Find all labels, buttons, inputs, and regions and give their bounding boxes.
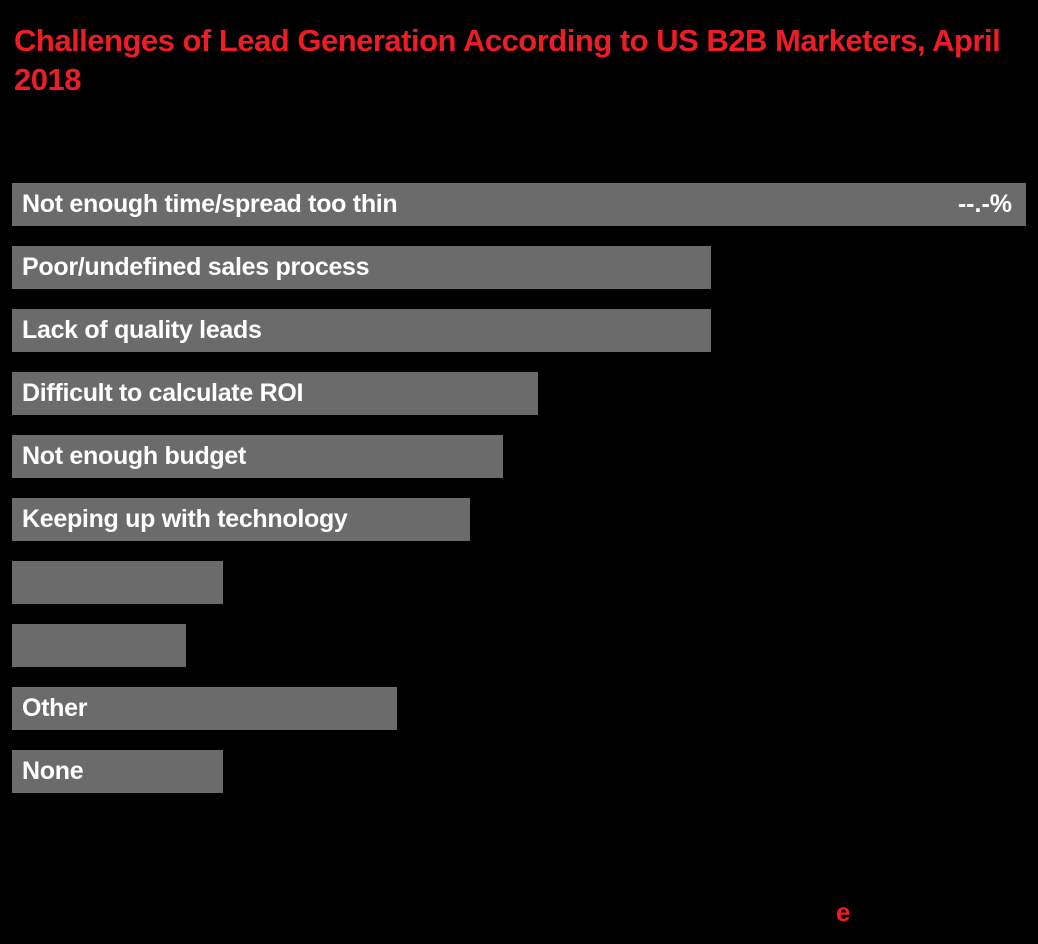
bar-chart: Not enough time/spread too thin --.-% Poor…: [12, 183, 1026, 813]
bar-label: None: [22, 757, 84, 785]
emarketer-logo-e-icon: e: [836, 897, 851, 927]
bar-row: None: [12, 750, 223, 793]
chart-title: Challenges of Lead Generation According …: [14, 23, 1001, 97]
bar-label: Lack of quality leads: [22, 316, 262, 344]
bar-row: [12, 624, 186, 667]
bar-label: Difficult to calculate ROI: [22, 379, 304, 407]
bar-row: Poor/undefined sales process: [12, 246, 711, 289]
bar-row: Not enough budget: [12, 435, 503, 478]
bar-row: Lack of quality leads: [12, 309, 711, 352]
bar-label: Other: [22, 694, 88, 722]
bar-row: Not enough time/spread too thin --.-%: [12, 183, 1026, 226]
bar-row: [12, 561, 223, 604]
bar-label: Not enough budget: [22, 442, 247, 470]
bar-label: Not enough time/spread too thin: [22, 190, 398, 218]
bar-row: Other: [12, 687, 397, 730]
bar-value: --.-%: [957, 190, 1012, 218]
bar-label: Keeping up with technology: [22, 505, 348, 533]
bar-label: Poor/undefined sales process: [22, 253, 370, 281]
bar-row: Difficult to calculate ROI: [12, 372, 538, 415]
bar-row: Keeping up with technology: [12, 498, 470, 541]
